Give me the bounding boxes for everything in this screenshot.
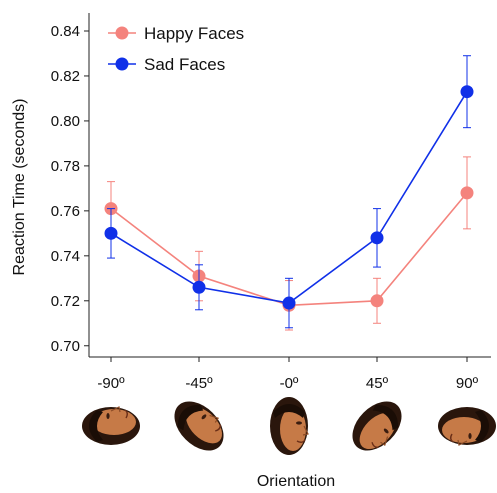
axes: 0.70 0.72 0.74 0.76 0.78 0.80 0.82 0.84 -90º -45º… (51, 13, 491, 392)
face-hair (89, 410, 103, 442)
face-rotated-minus-90 (82, 406, 140, 445)
face-nose (380, 436, 389, 447)
face-hair (372, 404, 399, 431)
y-axis-title: Reaction Time (seconds) (11, 99, 28, 276)
x-tick-label: 45º (366, 375, 389, 392)
face-nose (302, 425, 309, 436)
face-eye (383, 428, 389, 434)
x-axis-title: Orientation (257, 473, 335, 490)
face-eye (468, 433, 472, 439)
face-mouth (371, 442, 379, 448)
face-upright (270, 397, 309, 455)
data-point (460, 186, 474, 200)
face-rotated-45 (352, 401, 402, 451)
data-point (282, 296, 296, 310)
face-mouth (215, 424, 221, 432)
face-mouth (296, 439, 306, 443)
face-nose (110, 406, 121, 413)
y-tick-label: 0.80 (51, 113, 80, 130)
face-eye (201, 414, 207, 420)
x-tick-label: -90º (97, 375, 125, 392)
face-mouth (450, 433, 454, 443)
y-tick-label: 0.70 (51, 338, 80, 355)
x-tick-label: -45º (185, 375, 213, 392)
face-nose (209, 414, 220, 423)
legend-marker (115, 57, 129, 71)
face-rotated-minus-45 (174, 401, 224, 451)
face-skin (280, 407, 306, 451)
face-images (82, 397, 496, 455)
y-tick-label: 0.82 (51, 68, 80, 85)
face-mouth (124, 409, 128, 419)
legend-label: Happy Faces (144, 24, 244, 43)
y-tick-label: 0.78 (51, 158, 80, 175)
data-point (370, 231, 384, 245)
face-skin (92, 409, 136, 435)
data-point (192, 280, 206, 294)
face-hair (475, 410, 489, 442)
face-rotated-90 (438, 407, 496, 446)
face-eye (296, 421, 302, 425)
y-tick-label: 0.74 (51, 248, 80, 265)
y-tick-label: 0.72 (51, 293, 80, 310)
face-eye (106, 413, 110, 419)
face-skin (442, 417, 486, 443)
y-tick-label: 0.76 (51, 203, 80, 220)
data-point (460, 85, 474, 99)
y-tick-label: 0.84 (51, 23, 80, 40)
data-point (370, 294, 384, 308)
legend: Happy Faces Sad Faces (108, 24, 244, 74)
x-tick-label: 90º (456, 375, 479, 392)
face-nose (457, 439, 468, 446)
series-layer (104, 55, 474, 331)
series-sad-faces (104, 55, 474, 329)
x-tick-label: -0º (280, 375, 299, 392)
face-hair (273, 404, 305, 418)
legend-marker (115, 26, 129, 40)
face-hair (177, 404, 204, 431)
legend-label: Sad Faces (144, 55, 225, 74)
series-line (110, 91, 468, 304)
data-point (104, 226, 118, 240)
